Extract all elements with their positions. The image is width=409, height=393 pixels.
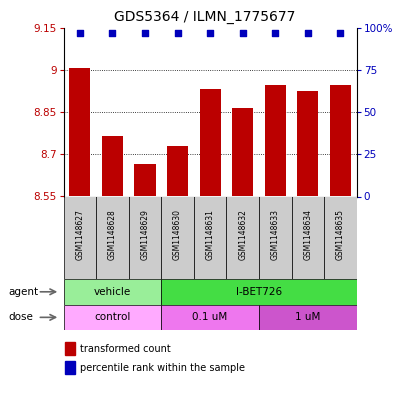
Bar (161, 305, 258, 330)
Text: 1 uM: 1 uM (294, 312, 320, 322)
Bar (65, 342, 75, 355)
Bar (291, 196, 324, 279)
Point (239, 29, 245, 36)
Text: control: control (94, 312, 130, 322)
Point (271, 29, 278, 36)
Point (336, 29, 343, 36)
Bar (161, 279, 356, 305)
Bar (63, 305, 161, 330)
Bar (226, 196, 258, 279)
Bar (193, 196, 226, 279)
Text: agent: agent (8, 287, 38, 297)
Bar (258, 196, 291, 279)
Text: GSM1148631: GSM1148631 (205, 209, 214, 260)
Text: GSM1148628: GSM1148628 (108, 209, 117, 260)
Bar (297, 91, 318, 196)
Text: transformed count: transformed count (79, 344, 170, 354)
Bar (264, 85, 285, 196)
Point (76, 29, 83, 36)
Text: GSM1148627: GSM1148627 (75, 209, 84, 260)
Text: GSM1148630: GSM1148630 (173, 209, 182, 260)
Bar (63, 196, 96, 279)
Bar (128, 196, 161, 279)
Text: GSM1148629: GSM1148629 (140, 209, 149, 260)
Bar (329, 85, 350, 196)
Point (174, 29, 180, 36)
Bar (166, 146, 188, 196)
Point (109, 29, 115, 36)
Bar (134, 164, 155, 196)
Bar (199, 90, 220, 196)
Text: GSM1148635: GSM1148635 (335, 209, 344, 260)
Bar (101, 136, 123, 196)
Bar (324, 196, 356, 279)
Text: vehicle: vehicle (94, 287, 131, 297)
Bar (63, 279, 161, 305)
Text: dose: dose (8, 312, 33, 322)
Text: I-BET726: I-BET726 (235, 287, 281, 297)
Text: GSM1148633: GSM1148633 (270, 209, 279, 260)
Text: GSM1148632: GSM1148632 (238, 209, 247, 260)
Text: GDS5364 / ILMN_1775677: GDS5364 / ILMN_1775677 (114, 10, 295, 24)
Text: GSM1148634: GSM1148634 (303, 209, 312, 260)
Bar (231, 108, 253, 196)
Bar (161, 196, 193, 279)
Point (142, 29, 148, 36)
Bar (65, 361, 75, 374)
Bar (96, 196, 128, 279)
Point (206, 29, 213, 36)
Text: 0.1 uM: 0.1 uM (192, 312, 227, 322)
Bar (69, 68, 90, 196)
Text: percentile rank within the sample: percentile rank within the sample (79, 363, 244, 373)
Bar (258, 305, 356, 330)
Point (304, 29, 310, 36)
